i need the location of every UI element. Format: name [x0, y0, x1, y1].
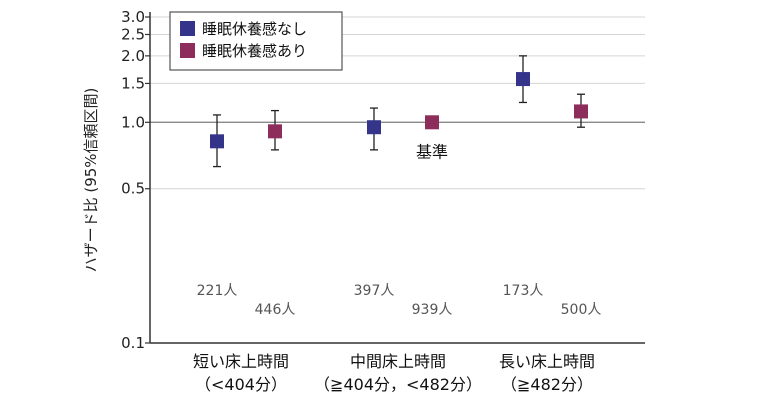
category-label: 長い床上時間: [499, 352, 595, 371]
data-point: [516, 72, 530, 87]
data-point: [574, 104, 588, 119]
count-label: 221人: [197, 283, 238, 299]
count-label: 397人: [354, 283, 395, 299]
category-sublabel: （≧482分）: [501, 375, 593, 394]
category-sublabel: （<404分）: [195, 375, 287, 394]
legend-box: [169, 11, 343, 71]
y-tick-label: 1.0: [121, 113, 145, 131]
legend-label: 睡眠休養感あり: [202, 42, 307, 60]
y-tick-label: 1.5: [121, 74, 145, 92]
legend-label: 睡眠休養感なし: [202, 20, 307, 38]
legend-swatch: [180, 43, 195, 58]
category-label: 短い床上時間: [193, 352, 289, 371]
data-point: [210, 134, 224, 149]
y-tick-label: 2.0: [121, 47, 145, 65]
data-point: [367, 120, 381, 135]
y-tick-label: 2.5: [121, 25, 145, 43]
y-tick-label: 3.0: [121, 8, 145, 26]
data-point: [425, 115, 439, 130]
count-label: 446人: [255, 302, 296, 318]
legend-swatch: [180, 21, 195, 36]
data-point: [268, 124, 282, 139]
category-label: 中間床上時間: [350, 352, 446, 371]
axes: 3.02.5 2.0 1.5 1.0 0.5 0.1 ハザード比 (95%信頼区間): [82, 8, 645, 352]
y-tick-label: 0.5: [121, 180, 145, 198]
y-tick-label: 0.1: [121, 334, 145, 352]
count-label: 173人: [503, 283, 544, 299]
y-axis-title: ハザード比 (95%信頼区間): [82, 88, 100, 273]
count-label: 939人: [412, 302, 453, 318]
reference-annotation: 基準: [416, 142, 448, 161]
count-label: 500人: [561, 302, 602, 318]
category-sublabel: （≧404分，<482分）: [314, 375, 482, 394]
data-marks: [210, 55, 588, 168]
